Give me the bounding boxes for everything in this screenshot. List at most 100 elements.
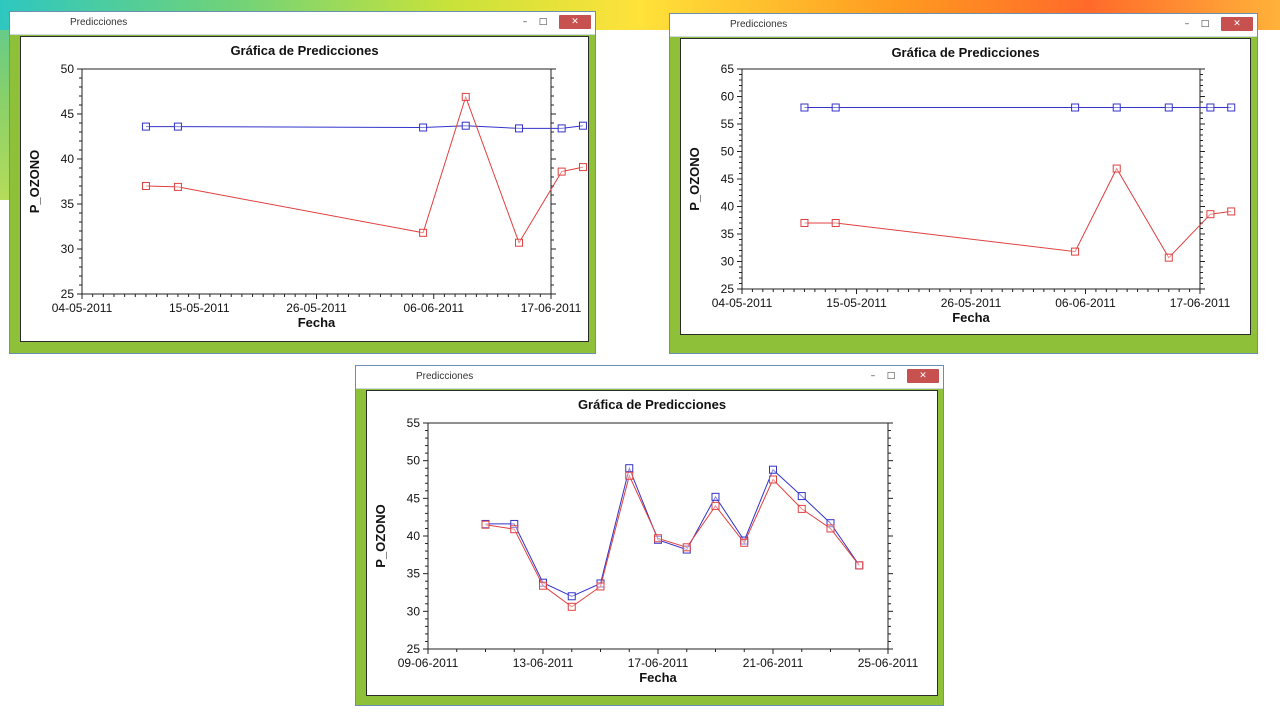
series-1-point: [1206, 103, 1215, 112]
series-2-point: [826, 524, 835, 533]
y-tick-label: 45: [407, 491, 421, 505]
series-1-point: [797, 492, 806, 501]
chart-title: Gráfica de Predicciones: [578, 397, 726, 412]
series-2-point: [173, 182, 182, 191]
series-1-point: [711, 492, 720, 501]
minimize-button[interactable]: –: [522, 17, 528, 27]
series-1-point: [419, 123, 428, 132]
x-axis-label: Fecha: [952, 310, 990, 325]
y-tick-label: 55: [721, 117, 735, 131]
chart-svg: Gráfica de Predicciones 25 30 35 40 45 50 55 60 6…: [687, 45, 1236, 325]
series-2-point: [141, 182, 150, 190]
y-tick-label: 25: [407, 642, 421, 656]
x-tick-label: 13-06-2011: [513, 656, 574, 670]
series-2-point: [1206, 210, 1215, 219]
predicciones-window-1: Predicciones – □ ✕ Gráfica de Prediccion…: [9, 11, 596, 354]
series-2-point: [515, 238, 524, 247]
series-1-point: [1071, 103, 1080, 112]
x-tick-label: 21-06-2011: [743, 656, 804, 670]
y-axis-label: P_OZONO: [687, 147, 702, 211]
series-2-point: [461, 92, 470, 101]
x-axis-label: Fecha: [298, 315, 336, 330]
y-tick-label: 30: [407, 604, 421, 618]
series-2-point: [596, 582, 605, 591]
y-axis-label: P_OZONO: [373, 504, 388, 568]
series-1-point: [800, 103, 809, 112]
minimize-button[interactable]: –: [870, 371, 876, 381]
y-tick-label: 25: [61, 287, 75, 301]
close-button[interactable]: ✕: [559, 15, 591, 29]
y-tick-label: 60: [721, 90, 735, 104]
series-1-point: [1164, 103, 1173, 112]
series-1-point: [510, 519, 519, 528]
series-1-point: [1112, 103, 1121, 112]
series-2-point: [831, 219, 840, 227]
plot-area-frame: [741, 68, 1201, 290]
series-1-point: [625, 464, 634, 473]
window-title: Predicciones: [416, 371, 474, 382]
maximize-button[interactable]: □: [886, 371, 896, 381]
close-button[interactable]: ✕: [1221, 17, 1253, 31]
window-titlebar[interactable]: Predicciones – □ ✕: [670, 14, 1257, 37]
series-2-point: [625, 471, 634, 480]
x-tick-label: 17-06-2011: [521, 301, 582, 315]
x-tick-label: 04-05-2011: [52, 301, 113, 315]
series-2-point: [1071, 247, 1080, 256]
series-1-point: [1227, 103, 1236, 112]
y-tick-label: 45: [721, 172, 735, 186]
y-tick-label: 30: [61, 242, 75, 256]
chart-title: Gráfica de Predicciones: [891, 45, 1039, 60]
plot-area-frame: [81, 68, 552, 295]
series-2-point: [797, 504, 806, 513]
x-tick-label: 25-06-2011: [858, 656, 919, 670]
series-2-point: [800, 219, 809, 227]
y-tick-label: 35: [721, 227, 735, 241]
window-titlebar[interactable]: Predicciones – □ ✕: [356, 366, 943, 389]
chart-svg: Gráfica de Predicciones 25 30 35 40 45 50 55 09-…: [373, 397, 919, 685]
series-2-point: [481, 520, 490, 529]
series-2-point: [682, 543, 691, 552]
y-tick-label: 50: [721, 145, 735, 159]
x-tick-label: 06-06-2011: [404, 301, 465, 315]
predicciones-window-3: Predicciones – □ ✕ Gráfica de Prediccion…: [355, 365, 944, 706]
maximize-button[interactable]: □: [1200, 19, 1210, 29]
x-axis-label: Fecha: [639, 670, 677, 685]
series-2-point: [1112, 164, 1121, 173]
y-tick-label: 40: [407, 529, 421, 543]
series-2-point: [1227, 207, 1236, 216]
x-tick-label: 09-06-2011: [398, 656, 459, 670]
y-tick-label: 25: [721, 282, 735, 296]
chart-panel: Gráfica de Predicciones 25 30 35 40 45 50 04-05…: [20, 36, 589, 342]
y-tick-label: 40: [721, 200, 735, 214]
chart-panel: Gráfica de Predicciones 25 30 35 40 45 50 55 09-…: [366, 390, 938, 696]
window-titlebar[interactable]: Predicciones – □ ✕: [10, 12, 595, 35]
series-1-point: [557, 124, 566, 133]
x-tick-label: 17-06-2011: [1170, 296, 1231, 310]
series-2-point: [855, 561, 864, 570]
series-2-point: [510, 525, 519, 534]
series-2-point: [567, 602, 576, 611]
series-1-point: [461, 121, 470, 130]
y-tick-label: 65: [721, 62, 735, 76]
y-tick-label: 55: [407, 416, 421, 430]
maximize-button[interactable]: □: [538, 17, 548, 27]
close-button[interactable]: ✕: [907, 369, 939, 383]
chart-title: Gráfica de Predicciones: [230, 43, 378, 58]
series-2-point: [539, 581, 547, 590]
series-line-2: [485, 474, 860, 608]
x-tick-label: 06-06-2011: [1055, 296, 1116, 310]
y-axis-label: P_OZONO: [27, 150, 42, 214]
y-tick-label: 30: [721, 255, 735, 269]
window-title: Predicciones: [70, 17, 128, 28]
series-line-2: [804, 167, 1232, 259]
x-tick-label: 15-05-2011: [169, 301, 230, 315]
series-1-point: [831, 103, 840, 112]
series-1-point: [769, 465, 777, 474]
y-tick-label: 35: [407, 567, 421, 581]
series-2-point: [740, 538, 749, 547]
series-2-point: [769, 475, 777, 484]
y-tick-label: 45: [61, 107, 75, 121]
chart-svg: Gráfica de Predicciones 25 30 35 40 45 50 04-05…: [27, 43, 587, 330]
series-1-point: [567, 592, 576, 601]
minimize-button[interactable]: –: [1184, 19, 1190, 29]
